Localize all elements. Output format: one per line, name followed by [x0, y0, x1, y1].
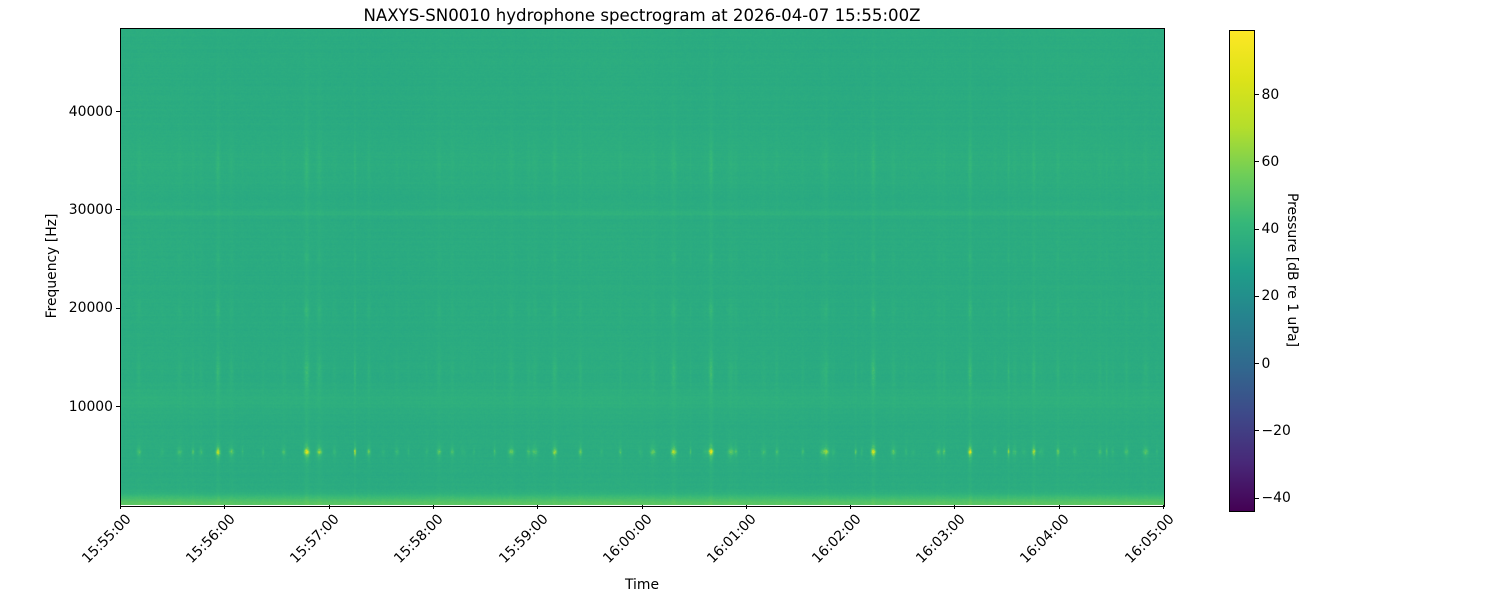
- tick-mark: [1058, 505, 1060, 509]
- colorbar-tick-label: −40: [1261, 490, 1291, 507]
- colorbar-tick-label: −20: [1261, 422, 1291, 439]
- colorbar-label: Pressure [dB re 1 uPa]: [1284, 192, 1300, 348]
- y-axis-label: Frequency [Hz]: [44, 213, 60, 319]
- tick-mark: [850, 505, 852, 509]
- tick-mark: [1254, 363, 1259, 365]
- tick-mark: [745, 505, 747, 509]
- spectrogram-heatmap: [120, 28, 1164, 505]
- chart-title: NAXYS-SN0010 hydrophone spectrogram at 2…: [363, 6, 921, 25]
- tick-mark: [954, 505, 956, 509]
- colorbar-tick-label: 20: [1261, 288, 1280, 305]
- tick-mark: [116, 111, 120, 113]
- tick-mark: [1254, 497, 1259, 499]
- colorbar-gradient: [1229, 29, 1255, 512]
- tick-mark: [1254, 295, 1259, 297]
- colorbar-tick-label: 60: [1261, 153, 1280, 170]
- y-tick-label: 30000: [68, 201, 113, 218]
- y-tick-label: 10000: [68, 398, 113, 415]
- tick-mark: [116, 406, 120, 408]
- tick-mark: [1254, 94, 1259, 96]
- tick-mark: [1254, 161, 1259, 163]
- tick-mark: [224, 505, 226, 509]
- tick-mark: [116, 307, 120, 309]
- y-tick-label: 40000: [68, 103, 113, 120]
- tick-mark: [328, 505, 330, 509]
- tick-mark: [1163, 505, 1164, 509]
- colorbar-tick-label: 0: [1261, 355, 1271, 372]
- tick-mark: [1254, 228, 1259, 230]
- tick-mark: [1254, 430, 1259, 432]
- y-tick-label: 20000: [68, 300, 113, 317]
- tick-mark: [537, 505, 539, 509]
- tick-mark: [432, 505, 434, 509]
- tick-mark: [641, 505, 643, 509]
- x-axis-label: Time: [625, 577, 659, 593]
- colorbar-tick-label: 80: [1261, 86, 1280, 103]
- tick-mark: [116, 209, 120, 211]
- tick-mark: [120, 505, 121, 509]
- colorbar-tick-label: 40: [1261, 221, 1280, 238]
